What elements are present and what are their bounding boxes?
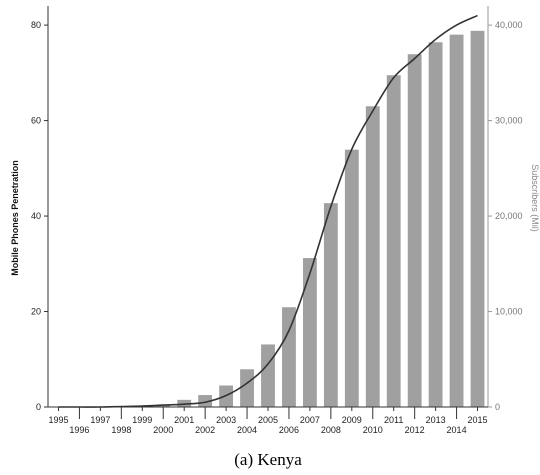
bar-2005 bbox=[261, 344, 275, 407]
left-tick-label: 60 bbox=[31, 116, 41, 126]
x-tick-label: 1997 bbox=[90, 415, 110, 425]
x-tick-label: 2014 bbox=[447, 425, 467, 435]
right-axis-title: Subscribers (Mil) bbox=[530, 164, 540, 232]
x-tick-label: 1995 bbox=[48, 415, 68, 425]
x-tick-label: 2006 bbox=[279, 425, 299, 435]
bar-2002 bbox=[198, 395, 213, 407]
bars-group bbox=[51, 30, 485, 407]
x-tick-label: 2012 bbox=[405, 425, 425, 435]
right-tick-label: 30,000 bbox=[495, 116, 523, 126]
x-tick-label: 2015 bbox=[468, 415, 488, 425]
subscribers-trend-line bbox=[58, 14, 478, 408]
x-tick-label: 1998 bbox=[111, 425, 131, 435]
bar-2015 bbox=[470, 30, 485, 407]
bar-2004 bbox=[240, 369, 254, 407]
x-tick-label: 2003 bbox=[216, 415, 236, 425]
chart-caption: (a) Kenya bbox=[234, 450, 302, 469]
right-tick-label: 10,000 bbox=[495, 307, 523, 317]
x-tick-label: 2013 bbox=[426, 415, 446, 425]
x-tick-label: 2005 bbox=[258, 415, 278, 425]
x-tick-label: 2001 bbox=[174, 415, 194, 425]
right-tick-label: 40,000 bbox=[495, 20, 523, 30]
bar-2007 bbox=[302, 258, 317, 407]
x-tick-label: 2000 bbox=[153, 425, 173, 435]
bar-2006 bbox=[282, 307, 296, 407]
x-tick-label: 2009 bbox=[342, 415, 362, 425]
x-tick-label: 2010 bbox=[363, 425, 383, 435]
bar-2010 bbox=[365, 106, 380, 407]
bar-2009 bbox=[344, 149, 359, 407]
bar-2014 bbox=[449, 34, 464, 407]
x-tick-label: 2011 bbox=[384, 415, 403, 425]
ticks-group: 020406080010,00020,00030,00040,000199519… bbox=[31, 20, 523, 435]
bar-2008 bbox=[323, 203, 338, 407]
left-tick-label: 40 bbox=[31, 211, 41, 221]
bar-2012 bbox=[407, 54, 422, 407]
left-tick-label: 80 bbox=[31, 20, 41, 30]
x-tick-label: 2008 bbox=[321, 425, 341, 435]
bar-2000 bbox=[156, 405, 171, 407]
left-axis-title: Mobile Phones Penetration bbox=[10, 160, 20, 276]
bar-2013 bbox=[428, 42, 443, 407]
x-tick-label: 2007 bbox=[300, 415, 320, 425]
x-tick-label: 1996 bbox=[69, 425, 89, 435]
left-tick-label: 0 bbox=[36, 402, 41, 412]
x-tick-label: 2004 bbox=[237, 425, 257, 435]
x-tick-label: 1999 bbox=[132, 415, 152, 425]
right-tick-label: 20,000 bbox=[495, 211, 523, 221]
x-tick-label: 2002 bbox=[195, 425, 215, 435]
left-tick-label: 20 bbox=[31, 307, 41, 317]
right-tick-label: 0 bbox=[495, 402, 500, 412]
bar-2011 bbox=[386, 75, 401, 407]
trend-line-group bbox=[58, 14, 478, 408]
